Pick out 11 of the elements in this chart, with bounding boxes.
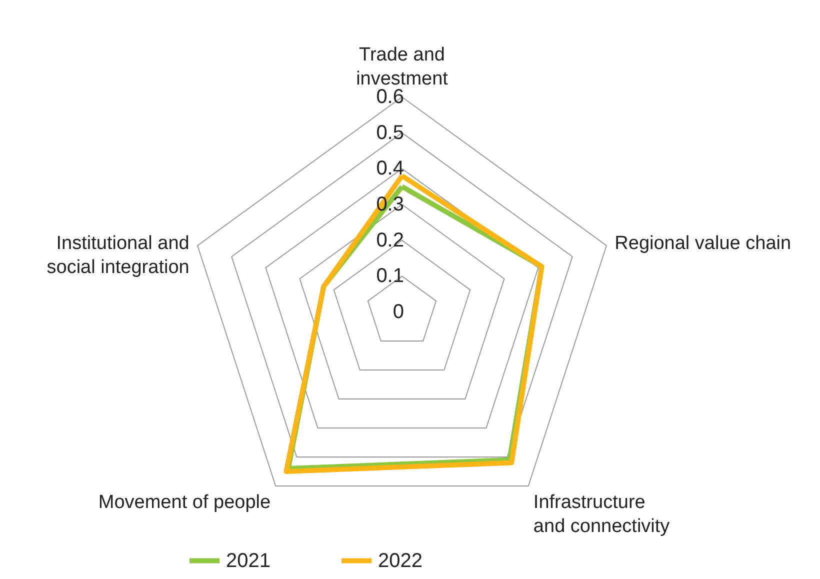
spoke-label: Movement of people: [98, 492, 271, 513]
y-tick-label: 0.5: [376, 122, 404, 144]
y-tick-label: 0.2: [376, 229, 404, 252]
y-tick-label: 0.1: [376, 265, 404, 288]
spoke-label: Infrastructure and connectivity: [533, 492, 670, 537]
spoke-label: Institutional and social integration: [46, 232, 190, 278]
legend-label: 2022: [378, 550, 422, 572]
legend-label: 2021: [226, 550, 270, 572]
y-tick-label: 0.4: [376, 158, 404, 180]
spoke-label: Regional value chain: [614, 232, 792, 254]
y-tick-label: 0: [392, 301, 404, 323]
